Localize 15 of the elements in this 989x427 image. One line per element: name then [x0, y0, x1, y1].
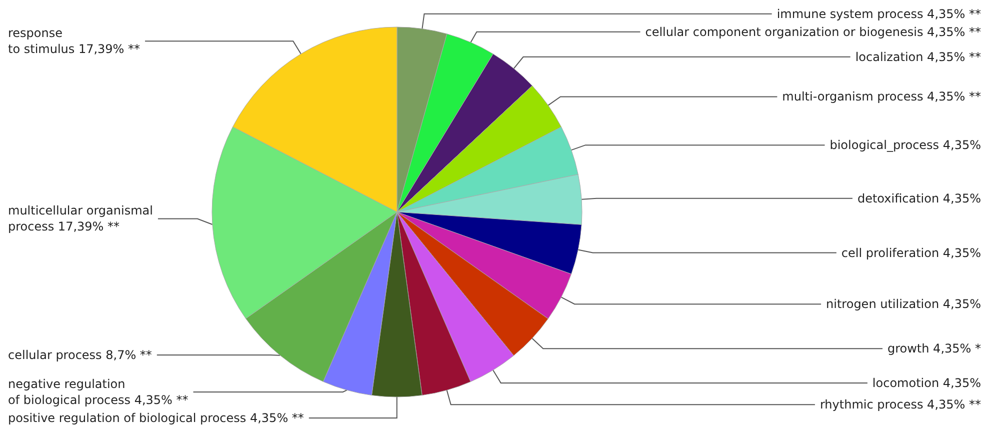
slice-label: cell proliferation 4,35%: [841, 246, 981, 260]
slice-label: multicellular organismal process 17,39% **: [8, 204, 153, 234]
slice-label: growth 4,35% *: [887, 342, 981, 356]
slice-label: cellular component organization or biogenesis 4,35% **: [645, 24, 981, 39]
slice-label: multi-organism process 4,35% **: [782, 90, 981, 104]
slice-label: localization 4,35% **: [855, 50, 981, 64]
slice-label: cellular process 8,7% **: [8, 348, 152, 362]
slice-label: biological_process 4,35%: [830, 138, 981, 152]
slice-label: positive regulation of biological process 4,35% **: [8, 411, 304, 425]
slice-label: response to stimulus 17,39% **: [8, 26, 140, 56]
slice-label: detoxification 4,35%: [857, 191, 981, 206]
slice-label: nitrogen utilization 4,35%: [826, 297, 981, 312]
slice-label: immune system process 4,35% **: [776, 6, 981, 21]
slice-label: locomotion 4,35%: [872, 376, 981, 390]
slice-label: rhythmic process 4,35% **: [820, 398, 981, 412]
